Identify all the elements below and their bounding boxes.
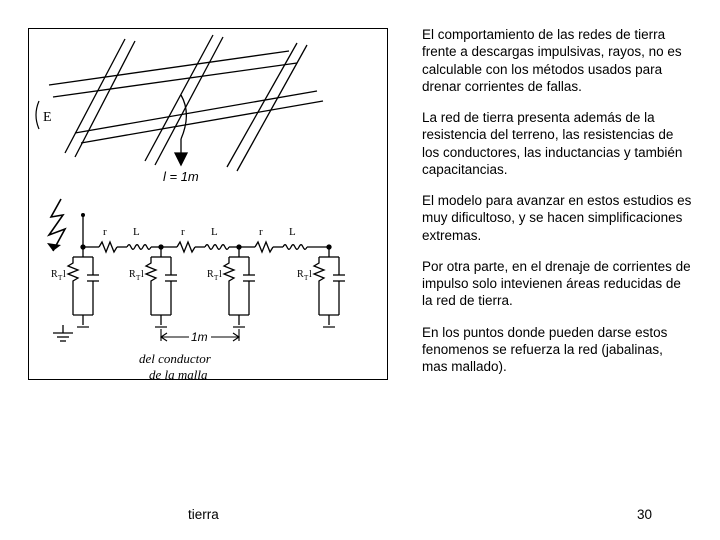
feed-node: [81, 213, 85, 217]
svg-text:r: r: [181, 226, 185, 238]
svg-text:L: L: [133, 226, 140, 238]
rl-labels: rL rL rL: [103, 226, 296, 238]
diagram-column: E l = 1m: [28, 24, 398, 499]
paragraph-4: Por otra parte, en el drenaje de corrien…: [422, 258, 692, 310]
svg-text:l: l: [309, 269, 312, 280]
content-row: E l = 1m: [28, 24, 692, 499]
svg-text:L: L: [289, 226, 296, 238]
svg-text:r: r: [259, 226, 263, 238]
span-label: 1m: [191, 330, 208, 344]
paragraph-1: El comportamiento de las redes de tierra…: [422, 26, 692, 95]
paragraph-3: El modelo para avanzar en estos estudios…: [422, 192, 692, 244]
injection-arrow: [175, 95, 187, 165]
svg-text:l: l: [141, 269, 144, 280]
svg-text:l: l: [219, 269, 222, 280]
diagram-svg: E l = 1m: [29, 29, 389, 381]
diagram-caption-1: del conductor: [139, 351, 212, 366]
page-number: 30: [637, 507, 652, 522]
svg-text:R: R: [51, 269, 58, 280]
label-length: l = 1m: [163, 169, 199, 184]
diagram-caption-2: de la malla: [149, 367, 208, 381]
label-e: E: [43, 110, 52, 125]
ground-mesh-diagram: E l = 1m: [28, 28, 388, 380]
svg-text:l: l: [63, 269, 66, 280]
svg-text:r: r: [103, 226, 107, 238]
svg-text:R: R: [297, 269, 304, 280]
shunt-branches: [68, 245, 345, 325]
paragraph-5: En los puntos donde pueden darse estos f…: [422, 324, 692, 376]
series-segments: [83, 242, 329, 252]
ground-icon: [53, 325, 73, 341]
lightning-tip: [47, 243, 61, 251]
svg-text:R: R: [129, 269, 136, 280]
mesh-lines: [49, 35, 323, 171]
text-column: El comportamiento de las redes de tierra…: [422, 24, 692, 499]
slide-footer: tierra 30: [28, 507, 692, 522]
e-bracket: [36, 101, 39, 129]
svg-text:R: R: [207, 269, 214, 280]
svg-text:L: L: [211, 226, 218, 238]
footer-title: tierra: [188, 507, 219, 522]
lightning-icon: [49, 199, 65, 251]
slide: E l = 1m: [0, 0, 720, 540]
paragraph-2: La red de tierra presenta además de la r…: [422, 109, 692, 178]
